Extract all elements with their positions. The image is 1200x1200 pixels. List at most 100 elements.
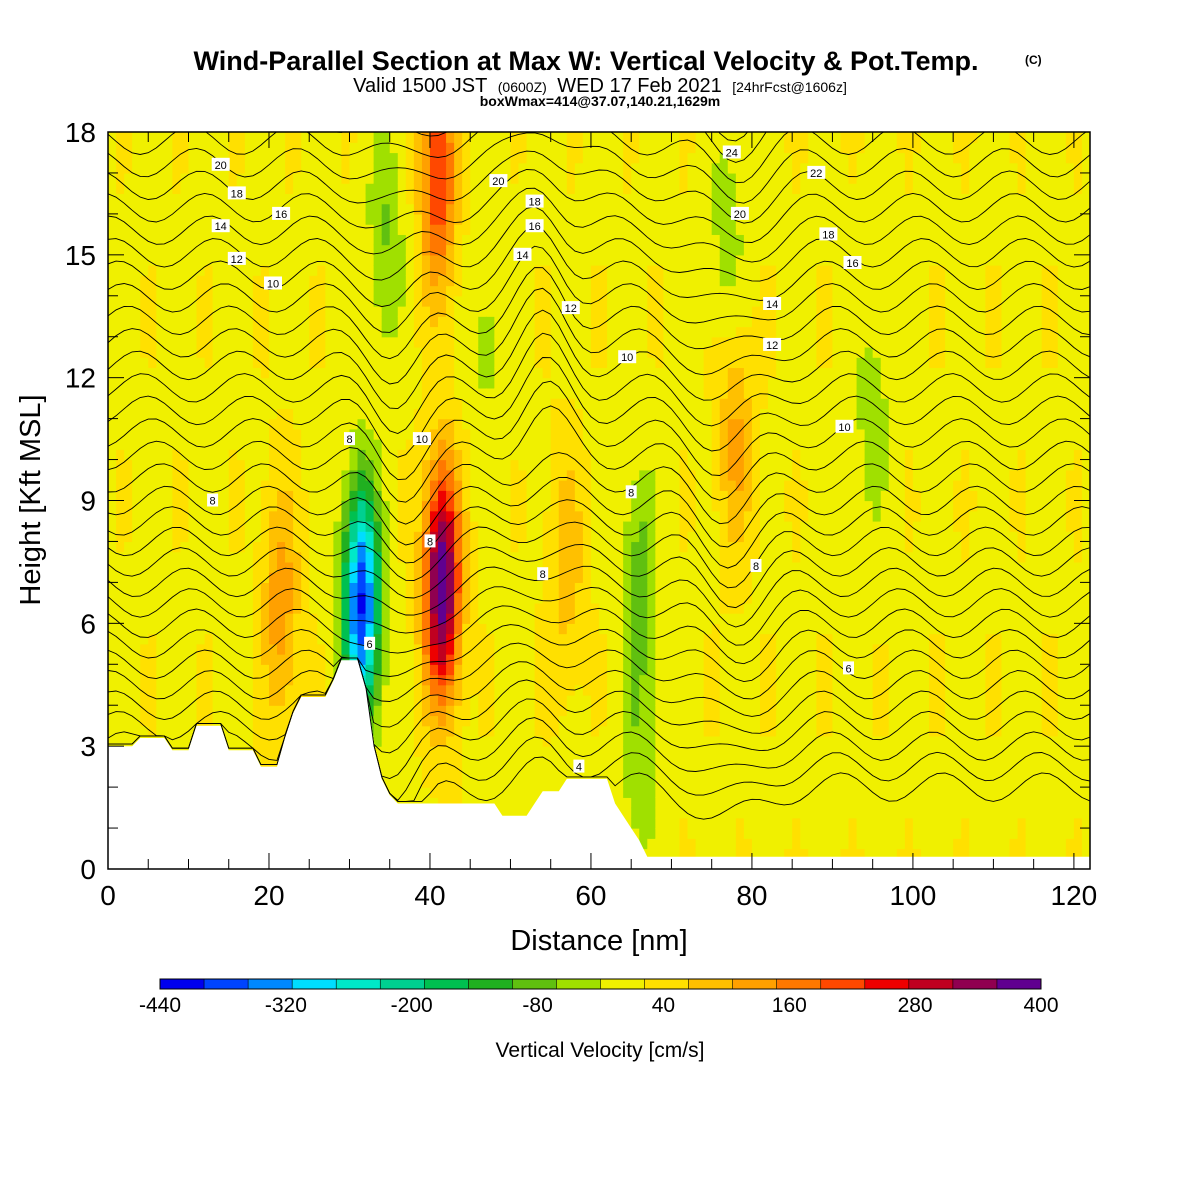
velocity-cell (381, 357, 391, 369)
velocity-cell (357, 531, 367, 543)
velocity-cell (285, 623, 294, 635)
velocity-cell (180, 132, 190, 143)
velocity-cell (309, 408, 318, 420)
velocity-cell (599, 684, 608, 696)
velocity-cell (341, 480, 351, 491)
velocity-cell (470, 551, 479, 563)
velocity-cell (148, 162, 157, 174)
velocity-cell (381, 183, 391, 195)
velocity-cell (494, 500, 504, 512)
velocity-cell (236, 224, 246, 235)
velocity-cell (454, 715, 463, 727)
velocity-cell (607, 428, 616, 440)
velocity-cell (534, 449, 544, 461)
velocity-cell (438, 531, 447, 543)
velocity-cell (639, 602, 648, 614)
velocity-cell (623, 776, 632, 788)
velocity-cell (631, 776, 640, 788)
velocity-cell (550, 674, 560, 686)
velocity-cell (599, 234, 608, 246)
velocity-cell (172, 633, 182, 645)
velocity-cell (582, 490, 592, 502)
velocity-cell (268, 592, 278, 604)
velocity-cell (429, 623, 439, 635)
velocity-cell (349, 551, 359, 563)
velocity-cell (413, 254, 423, 266)
velocity-cell (462, 377, 471, 389)
velocity-cell (429, 306, 439, 317)
velocity-cell (502, 654, 512, 665)
velocity-cell (132, 531, 141, 543)
velocity-cell (349, 510, 359, 522)
velocity-cell (590, 254, 600, 266)
velocity-cell (655, 541, 664, 553)
velocity-cell (470, 654, 479, 665)
velocity-cell (550, 776, 560, 788)
velocity-cell (566, 469, 576, 481)
velocity-cell (542, 592, 552, 604)
velocity-cell (277, 142, 286, 154)
velocity-cell (325, 336, 334, 348)
velocity-cell (566, 592, 576, 604)
velocity-cell (454, 787, 463, 798)
velocity-cell (454, 684, 463, 696)
velocity-cell (228, 367, 238, 379)
velocity-cell (228, 213, 238, 225)
velocity-cell (534, 746, 544, 758)
velocity-cell (148, 623, 157, 635)
velocity-cell (365, 602, 375, 614)
velocity-cell (357, 561, 367, 573)
velocity-cell (148, 684, 157, 696)
velocity-cell (228, 162, 238, 174)
velocity-cell (285, 193, 294, 205)
velocity-cell (486, 756, 495, 768)
velocity-cell (494, 387, 504, 399)
velocity-cell (277, 654, 286, 665)
velocity-cell (164, 613, 173, 624)
velocity-cell (486, 357, 495, 369)
velocity-cell (228, 490, 238, 502)
velocity-cell (228, 715, 238, 727)
velocity-cell (558, 725, 568, 737)
velocity-cell (188, 551, 198, 563)
velocity-cell (204, 592, 214, 604)
velocity-cell (301, 142, 310, 154)
velocity-cell (381, 428, 391, 440)
velocity-cell (574, 285, 584, 297)
velocity-cell (277, 480, 286, 491)
velocity-cell (220, 387, 230, 399)
velocity-cell (639, 531, 648, 543)
velocity-cell (204, 684, 214, 696)
velocity-cell (486, 224, 495, 235)
velocity-cell (285, 705, 294, 717)
velocity-cell (462, 654, 471, 665)
velocity-cell (252, 326, 262, 338)
velocity-cell (116, 500, 125, 512)
velocity-cell (373, 725, 383, 737)
velocity-cell (599, 162, 608, 174)
velocity-cell (116, 613, 125, 624)
velocity-cell (462, 367, 471, 379)
velocity-cell (268, 674, 278, 686)
velocity-cell (446, 398, 455, 409)
velocity-cell (293, 142, 302, 154)
velocity-cell (389, 725, 399, 737)
velocity-cell (389, 295, 399, 307)
velocity-cell (631, 203, 640, 215)
velocity-cell (172, 203, 182, 215)
velocity-cell (558, 766, 568, 778)
velocity-cell (333, 132, 343, 143)
velocity-cell (180, 561, 190, 573)
velocity-cell (462, 387, 471, 399)
velocity-cell (341, 254, 351, 266)
velocity-cell (542, 664, 552, 676)
velocity-cell (413, 613, 423, 624)
velocity-cell (502, 265, 512, 276)
velocity-cell (381, 705, 391, 717)
velocity-cell (454, 265, 463, 276)
velocity-cell (599, 449, 608, 461)
velocity-cell (607, 152, 616, 164)
velocity-cell (156, 459, 165, 471)
velocity-cell (220, 469, 230, 481)
velocity-cell (607, 418, 616, 430)
